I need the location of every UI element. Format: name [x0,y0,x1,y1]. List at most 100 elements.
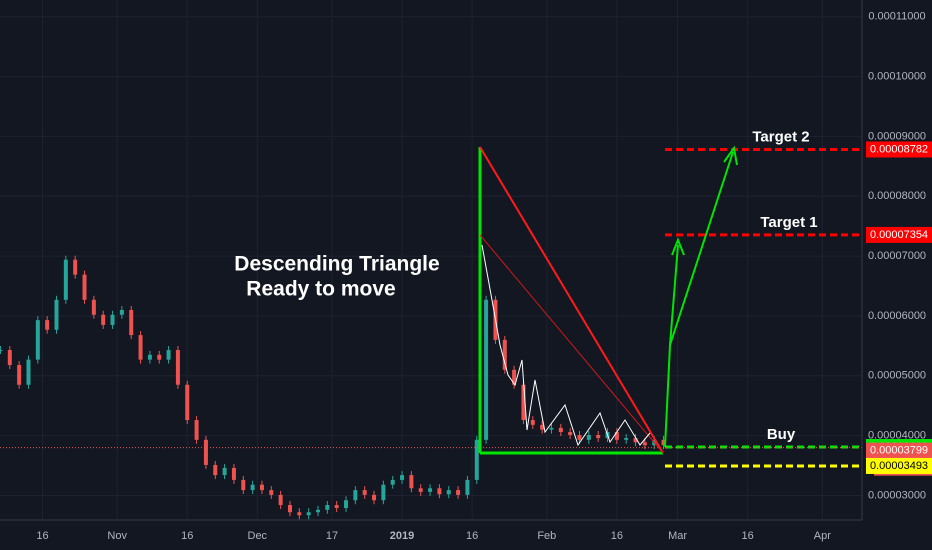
candle [540,424,545,430]
x-tick-label: 16 [36,530,48,542]
candle [586,435,591,440]
candle [661,439,666,446]
candle [278,494,283,506]
level-tag-label: 0.00003799 [870,445,928,457]
x-tick-label: 16 [611,530,623,542]
candle [549,427,554,430]
candle [372,494,377,501]
level-name: Target 2 [752,128,809,145]
candle [35,320,40,360]
title: Descending Triangle [234,253,439,276]
candle [614,432,619,440]
level-tag-label: 0.00007354 [870,229,928,241]
candle [0,350,3,352]
candle [484,299,489,440]
candle [91,299,96,315]
y-tick-label: 0.00008000 [868,190,926,202]
candle [624,438,629,440]
y-tick-label: 0.00009000 [868,130,926,142]
candle [633,438,638,443]
triangle-inner [479,234,664,454]
levels: Target 2 Target 1 Buy [0,128,862,468]
candle [241,479,246,491]
candle [166,350,171,360]
candle [194,420,199,440]
candle [250,484,255,491]
level-name: Buy [767,426,796,443]
arrow-2-head [723,145,738,166]
candle [521,384,526,421]
candle [642,442,647,446]
candle [334,505,339,509]
candle [456,490,461,495]
candle [596,435,601,439]
zigzag [481,244,651,447]
axis-labels: 0.00003000 0.00004000 0.00005000 0.00006000… [36,11,932,542]
level-tag [866,457,932,474]
candle [577,435,582,440]
candle [138,335,143,360]
candle [259,484,264,491]
y-tick-label: 0.00006000 [868,310,926,322]
candle [502,339,507,370]
candle [353,490,358,501]
subtitle: Ready to move [246,278,395,301]
grid [0,0,862,520]
x-tick-label: 16 [741,530,753,542]
candle [437,488,442,495]
candle [101,314,106,325]
candle [185,384,190,421]
candle [26,359,31,385]
candle [73,259,78,275]
candle [110,314,115,325]
arrow-1-head [671,237,685,256]
candle [17,365,22,385]
candle [446,490,451,495]
level-name: Target 1 [760,214,817,231]
drawings [478,145,738,455]
candle [409,475,414,489]
candle [7,350,12,366]
x-tick-label: Feb [537,530,556,542]
candle [325,505,330,510]
x-tick-label: 17 [326,530,338,542]
candle [157,354,162,360]
candle [287,505,292,513]
triangle-top [479,146,664,454]
candle [231,467,236,480]
candle [175,350,180,385]
candle [465,479,470,495]
candle [558,427,563,433]
candle [45,320,50,330]
x-tick-label: Mar [668,530,687,542]
y-tick-label: 0.00004000 [868,430,926,442]
level-tag [866,442,932,459]
candle [400,475,405,480]
level-tag [866,141,932,158]
x-tick-label: Dec [248,530,268,542]
candle [381,484,386,501]
candle [428,488,433,492]
candle [269,490,274,495]
candle [344,500,349,509]
candle [306,512,311,516]
level-tag-label: 0.00003493 [870,460,928,472]
candle [203,439,208,465]
candle [362,490,367,495]
x-tick-label: Apr [814,530,831,542]
level-tag-label: 0.00008782 [870,143,928,155]
candle [530,420,535,425]
candle [147,354,152,360]
level-tag [866,226,932,243]
x-tick-label: Nov [107,530,127,542]
candle [222,467,227,476]
candle [297,512,302,516]
candle [315,509,320,513]
candle [474,439,479,480]
candles [0,255,666,520]
candle [512,369,517,385]
candle [54,299,59,330]
y-tick-label: 0.00011000 [868,11,925,23]
candle [418,488,423,492]
